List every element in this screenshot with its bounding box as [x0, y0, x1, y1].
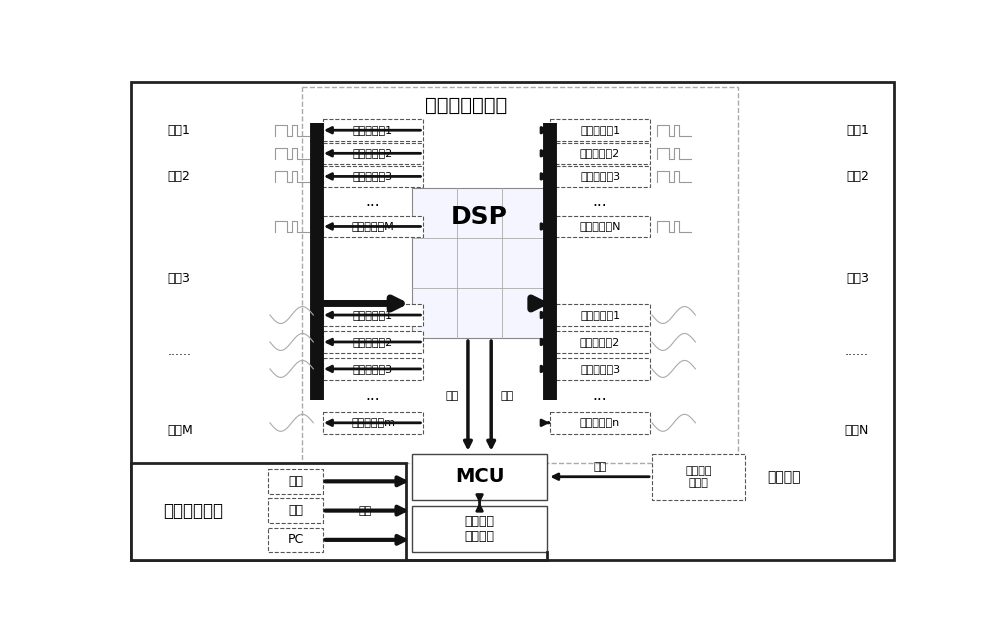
Text: 数字发送器1: 数字发送器1 [580, 125, 620, 135]
Bar [323, 216, 423, 237]
Bar [550, 142, 650, 164]
Text: 外围设备
传感器: 外围设备 传感器 [685, 466, 712, 488]
Text: 模数转换全1: 模数转换全1 [353, 310, 393, 320]
Bar [550, 331, 650, 353]
Text: 输出2: 输出2 [846, 170, 869, 183]
Text: 输入2: 输入2 [168, 170, 190, 183]
Bar [323, 142, 423, 164]
Text: 手机: 手机 [288, 504, 303, 517]
Text: 人机界面: 人机界面 [767, 470, 800, 484]
Bar [550, 165, 650, 187]
Text: 数模转换全n: 数模转换全n [580, 418, 620, 428]
Text: 控制: 控制 [593, 462, 606, 473]
Bar [412, 453, 547, 500]
Text: 模数转换全3: 模数转换全3 [353, 364, 393, 374]
Text: ......: ...... [845, 345, 869, 359]
Bar [550, 120, 650, 141]
Text: 外部控制设备: 外部控制设备 [163, 502, 223, 520]
Text: 输出1: 输出1 [846, 124, 869, 137]
Text: 数模转换全2: 数模转换全2 [580, 337, 620, 347]
Text: 数字接收器M: 数字接收器M [352, 221, 394, 232]
Text: 数字接收器1: 数字接收器1 [353, 125, 393, 135]
Bar [323, 331, 423, 353]
Bar [302, 87, 738, 463]
Text: 模数转换全m: 模数转换全m [351, 418, 395, 428]
Text: 中控: 中控 [288, 475, 303, 488]
Bar [323, 412, 423, 434]
Text: 数模转换全1: 数模转换全1 [580, 310, 620, 320]
Bar [550, 412, 650, 434]
Bar [550, 358, 650, 380]
Text: 数字发送器N: 数字发送器N [579, 221, 621, 232]
Text: 反馈: 反馈 [446, 391, 459, 401]
Text: 数字发送器3: 数字发送器3 [580, 172, 620, 181]
Bar [652, 453, 745, 500]
Bar [412, 188, 547, 338]
Text: 控制: 控制 [359, 506, 372, 516]
Text: 输入1: 输入1 [168, 124, 190, 137]
Bar [131, 463, 406, 560]
Text: 模数转换全2: 模数转换全2 [353, 337, 393, 347]
Bar [550, 304, 650, 326]
Text: ...: ... [593, 195, 607, 209]
Text: 数字接收器2: 数字接收器2 [353, 148, 393, 158]
Text: DSP: DSP [451, 205, 508, 229]
Text: ...: ... [366, 389, 380, 403]
Text: 数模转换全3: 数模转换全3 [580, 364, 620, 374]
Bar [412, 506, 547, 552]
Bar [268, 527, 323, 552]
Text: 输出N: 输出N [845, 424, 869, 437]
Bar [323, 358, 423, 380]
Text: 控制: 控制 [500, 391, 513, 401]
Text: 数字发送器2: 数字发送器2 [580, 148, 620, 158]
Text: 输入M: 输入M [168, 424, 193, 437]
Bar [323, 120, 423, 141]
Bar [550, 216, 650, 237]
Bar [268, 498, 323, 523]
Text: 通信端口
无线模块: 通信端口 无线模块 [465, 515, 495, 543]
Text: MCU: MCU [455, 467, 504, 486]
Bar [323, 165, 423, 187]
Text: 数字信号处理器: 数字信号处理器 [425, 96, 507, 115]
Text: 数字接收器3: 数字接收器3 [353, 172, 393, 181]
Bar [323, 304, 423, 326]
Text: PC: PC [287, 534, 304, 546]
Text: 输出3: 输出3 [846, 272, 869, 286]
Text: ...: ... [366, 195, 380, 209]
Text: 输入3: 输入3 [168, 272, 190, 286]
Text: ...: ... [593, 389, 607, 403]
Text: ......: ...... [168, 345, 192, 359]
Bar [268, 469, 323, 494]
